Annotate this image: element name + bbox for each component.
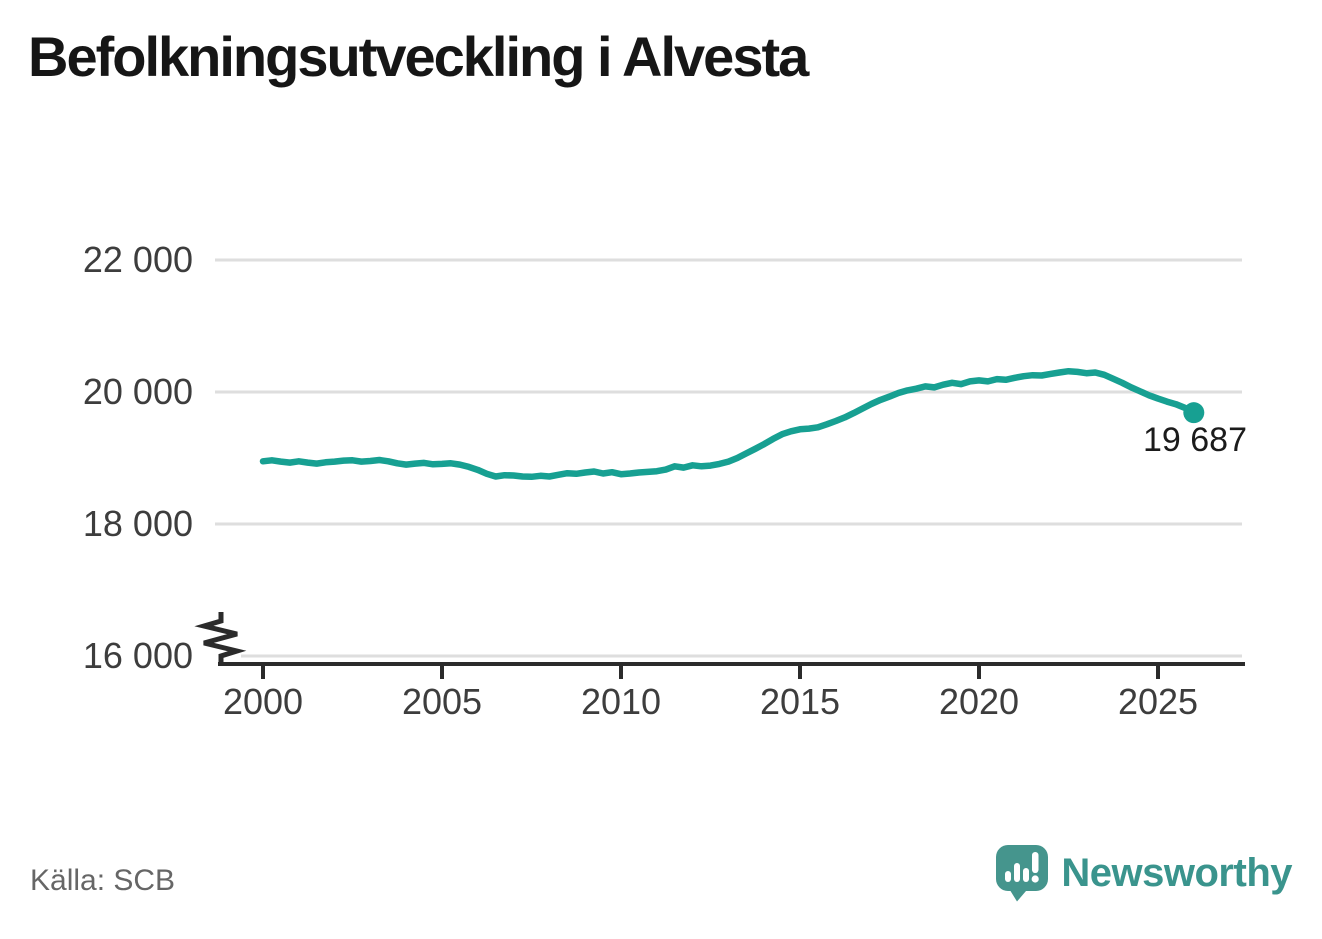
- x-axis: [218, 662, 1245, 679]
- source-text: Källa: SCB: [30, 864, 176, 897]
- x-tick-label: 2005: [402, 681, 482, 722]
- x-axis-labels: 2000 2005 2010 2015 2020 2025: [223, 681, 1198, 722]
- gridlines: [215, 258, 1242, 658]
- y-tick-label: 18 000: [83, 503, 193, 544]
- branding: Newsworthy: [996, 845, 1292, 902]
- x-tick-label: 2010: [581, 681, 661, 722]
- newsworthy-logo-icon: [996, 845, 1049, 902]
- x-tick-label: 2015: [760, 681, 840, 722]
- y-axis-labels: 22 000 20 000 18 000 16 000: [83, 239, 193, 676]
- last-point-label: 19 687: [1143, 421, 1247, 459]
- y-tick-label: 22 000: [83, 239, 193, 280]
- population-line: [259, 367, 1198, 481]
- axis-break-icon: [194, 612, 247, 666]
- x-tick-label: 2000: [223, 681, 303, 722]
- branding-name: Newsworthy: [1061, 851, 1292, 895]
- y-tick-label: 16 000: [83, 635, 193, 676]
- x-tick-label: 2025: [1118, 681, 1198, 722]
- x-tick-label: 2020: [939, 681, 1019, 722]
- chart-title: Befolkningsutveckling i Alvesta: [28, 25, 809, 88]
- last-point-dot: [1183, 402, 1205, 424]
- y-tick-label: 20 000: [83, 371, 193, 412]
